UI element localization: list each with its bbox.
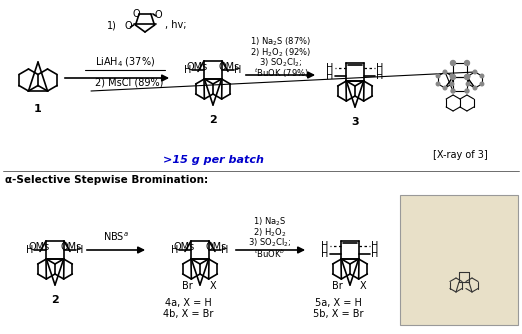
Text: LiAH$_4$ (37%): LiAH$_4$ (37%): [95, 55, 155, 69]
Circle shape: [465, 74, 469, 79]
Circle shape: [436, 74, 440, 78]
Text: OMs: OMs: [61, 242, 81, 253]
Text: O: O: [154, 10, 162, 20]
Text: OMs: OMs: [28, 242, 50, 253]
Text: >15 g per batch: >15 g per batch: [162, 155, 264, 165]
Text: $^t$BuOK (79%): $^t$BuOK (79%): [254, 66, 309, 80]
Circle shape: [465, 89, 469, 93]
Circle shape: [473, 70, 477, 74]
Text: 1): 1): [107, 20, 117, 30]
Text: NBS$^a$: NBS$^a$: [103, 231, 129, 243]
Text: H: H: [322, 249, 329, 259]
Text: 1) Na$_2$S: 1) Na$_2$S: [253, 216, 287, 228]
Circle shape: [436, 82, 440, 86]
Text: 1) Na$_2$S (87%): 1) Na$_2$S (87%): [251, 36, 312, 48]
Circle shape: [450, 82, 454, 86]
Text: H: H: [371, 241, 378, 251]
Text: , hv;: , hv;: [165, 20, 186, 30]
Text: H: H: [26, 245, 34, 255]
Text: X: X: [359, 281, 366, 291]
Text: 2) H$_2$O$_2$ (92%): 2) H$_2$O$_2$ (92%): [251, 47, 312, 59]
Text: O: O: [132, 9, 140, 19]
Circle shape: [443, 70, 447, 74]
Text: 3: 3: [351, 117, 359, 127]
Text: H: H: [171, 245, 179, 255]
Text: OMs: OMs: [173, 242, 195, 253]
Text: 2) MsCl (89%): 2) MsCl (89%): [95, 77, 163, 87]
Text: H: H: [376, 71, 384, 81]
Text: [X-ray of 3]: [X-ray of 3]: [433, 150, 488, 160]
Text: O: O: [125, 21, 132, 31]
Text: H: H: [76, 245, 84, 255]
Text: OMs: OMs: [205, 242, 227, 253]
Circle shape: [480, 74, 484, 78]
Text: OMs: OMs: [186, 62, 208, 72]
Text: 2: 2: [209, 115, 217, 125]
Text: α-Selective Stepwise Bromination:: α-Selective Stepwise Bromination:: [5, 175, 208, 185]
Text: Br: Br: [332, 281, 343, 291]
Text: H: H: [376, 63, 384, 73]
Text: 3) SO$_2$Cl$_2$;: 3) SO$_2$Cl$_2$;: [248, 237, 292, 249]
Circle shape: [451, 89, 455, 93]
Circle shape: [443, 86, 447, 90]
Text: OMs: OMs: [218, 62, 240, 72]
Text: H: H: [326, 71, 334, 81]
Text: X: X: [209, 281, 216, 291]
Text: H: H: [221, 245, 229, 255]
Text: 3) SO$_2$Cl$_2$;: 3) SO$_2$Cl$_2$;: [259, 57, 303, 69]
Text: H: H: [371, 249, 378, 259]
Text: 5b, X = Br: 5b, X = Br: [313, 309, 363, 319]
Circle shape: [480, 82, 484, 86]
Circle shape: [450, 74, 456, 79]
Circle shape: [466, 82, 470, 86]
Circle shape: [466, 74, 470, 78]
Text: H: H: [322, 241, 329, 251]
Circle shape: [450, 60, 456, 65]
Text: 1: 1: [34, 104, 42, 114]
Text: H: H: [326, 63, 334, 73]
Circle shape: [473, 86, 477, 90]
Text: 4b, X = Br: 4b, X = Br: [163, 309, 213, 319]
Circle shape: [450, 74, 454, 78]
FancyBboxPatch shape: [400, 195, 518, 325]
Text: Br: Br: [182, 281, 193, 291]
Text: H: H: [184, 65, 192, 75]
Text: H: H: [234, 65, 242, 75]
Text: $^t$BuOK$^b$: $^t$BuOK$^b$: [254, 248, 286, 260]
Text: 5a, X = H: 5a, X = H: [315, 298, 361, 308]
Text: 4a, X = H: 4a, X = H: [164, 298, 211, 308]
Text: 2: 2: [51, 295, 59, 305]
Circle shape: [465, 75, 469, 79]
Circle shape: [451, 75, 455, 79]
Circle shape: [465, 60, 469, 65]
Text: 2) H$_2$O$_2$: 2) H$_2$O$_2$: [253, 227, 287, 239]
